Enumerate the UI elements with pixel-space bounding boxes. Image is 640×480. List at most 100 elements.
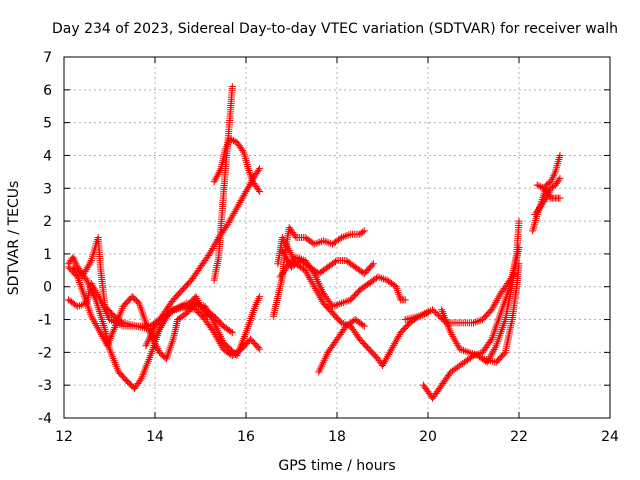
data-point <box>237 197 245 205</box>
data-point <box>75 302 83 310</box>
data-point <box>453 340 461 348</box>
data-point <box>241 189 249 197</box>
data-point <box>232 206 240 214</box>
data-point <box>323 238 331 246</box>
data-point <box>381 276 389 284</box>
data-point <box>109 327 117 335</box>
data-point <box>209 317 217 325</box>
data-point <box>118 318 126 326</box>
data-point <box>310 240 318 248</box>
data-point <box>493 297 501 305</box>
data-point <box>446 370 454 378</box>
data-point <box>469 350 477 358</box>
data-point <box>394 334 402 342</box>
data-point <box>77 301 85 309</box>
data-point <box>533 181 541 189</box>
data-point <box>343 297 351 305</box>
data-point <box>244 184 252 192</box>
data-point <box>156 325 164 333</box>
data-point <box>451 336 459 344</box>
data-point <box>243 186 251 194</box>
data-point <box>459 346 467 354</box>
data-point <box>535 182 543 190</box>
data-point <box>256 165 264 173</box>
plot-frame <box>63 56 611 419</box>
data-point <box>381 358 389 366</box>
data-point <box>86 258 94 266</box>
y-tick-label: 7 <box>43 50 52 66</box>
data-point <box>461 347 469 355</box>
data-point <box>465 348 473 356</box>
y-tick-label: -4 <box>38 411 52 427</box>
data-point <box>157 324 165 332</box>
data-point <box>298 255 306 263</box>
data-point <box>489 347 497 355</box>
data-point <box>202 311 210 319</box>
data-point <box>376 274 384 282</box>
data-point <box>312 239 320 247</box>
data-point <box>167 307 175 315</box>
data-point <box>105 338 113 346</box>
data-point <box>301 266 309 274</box>
data-point <box>74 302 82 310</box>
data-point <box>303 270 311 278</box>
data-point <box>108 331 116 339</box>
data-point <box>487 351 495 359</box>
data-point <box>225 219 233 227</box>
data-point <box>227 215 235 223</box>
data-point <box>449 332 457 340</box>
data-point <box>228 83 236 91</box>
data-point <box>207 248 215 256</box>
data-point <box>85 260 93 268</box>
series-track-7 <box>210 135 264 196</box>
series-track-12 <box>315 316 368 376</box>
series-track-11 <box>276 253 409 310</box>
data-point <box>537 183 545 191</box>
data-point <box>226 135 234 143</box>
data-point <box>81 267 89 275</box>
data-point <box>305 274 313 282</box>
data-point <box>281 252 289 260</box>
data-point <box>236 198 244 206</box>
data-point <box>339 298 347 306</box>
data-point <box>432 309 440 317</box>
data-point <box>254 344 262 352</box>
data-point <box>470 350 478 358</box>
data-point <box>229 137 237 145</box>
data-point <box>385 351 393 359</box>
series-track-8 <box>269 224 368 320</box>
data-point <box>500 350 508 358</box>
data-point <box>456 345 464 353</box>
data-point <box>515 217 523 225</box>
x-tick-label: 12 <box>55 429 73 445</box>
x-tick-label: 22 <box>510 429 528 445</box>
data-point <box>226 217 234 225</box>
data-point <box>433 310 441 318</box>
x-tick-label: 14 <box>146 429 164 445</box>
data-point <box>341 232 349 240</box>
data-point <box>338 234 346 241</box>
series-track-15 <box>438 243 523 366</box>
data-point <box>103 342 111 350</box>
data-point <box>109 329 117 337</box>
x-tick-label: 20 <box>419 429 437 445</box>
data-point <box>207 313 215 321</box>
data-point <box>331 258 339 266</box>
data-point <box>374 273 382 281</box>
data-point <box>210 243 218 251</box>
x-tick-label: 24 <box>601 429 619 445</box>
data-point <box>386 349 394 357</box>
data-point <box>256 345 264 353</box>
data-point <box>454 341 462 349</box>
data-point <box>79 271 87 279</box>
data-point <box>283 256 291 264</box>
series-track-6 <box>210 83 236 284</box>
data-series <box>65 83 564 402</box>
data-point <box>345 231 353 239</box>
data-point <box>315 292 323 300</box>
data-point <box>239 193 247 201</box>
data-point <box>490 302 498 310</box>
data-point <box>203 312 211 320</box>
data-point <box>515 260 523 268</box>
data-point <box>238 195 246 203</box>
